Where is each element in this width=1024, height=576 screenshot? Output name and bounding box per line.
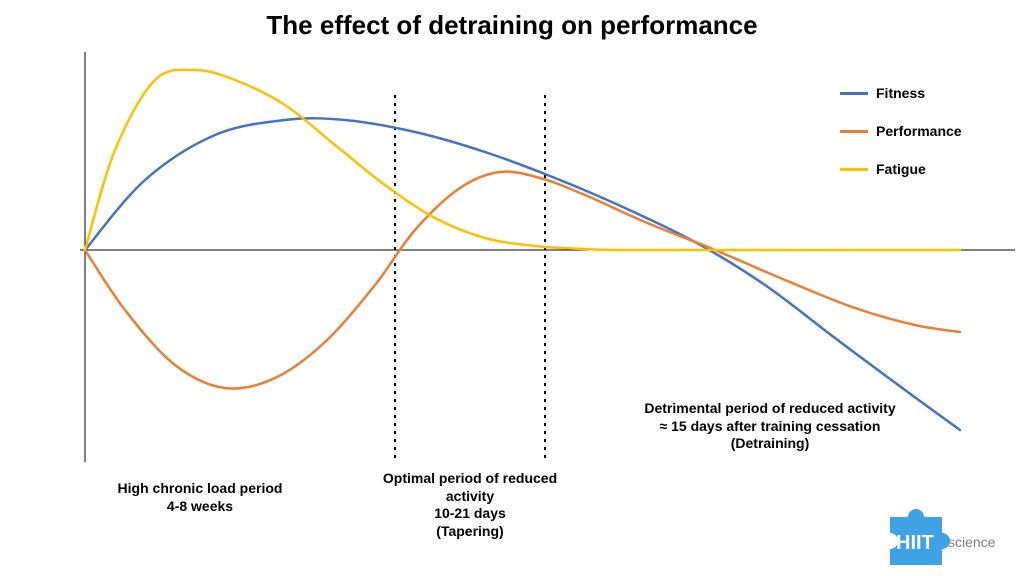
logo-svg: HIIT science bbox=[880, 497, 1020, 567]
phase-label-1: Optimal period of reducedactivity10-21 d… bbox=[355, 470, 585, 540]
legend: Fitness Performance Fatigue bbox=[840, 85, 962, 199]
legend-label: Fitness bbox=[876, 85, 925, 101]
legend-item-fitness: Fitness bbox=[840, 85, 962, 101]
legend-swatch bbox=[840, 168, 868, 171]
phase-label-2: Detrimental period of reduced activity≈ … bbox=[600, 400, 940, 453]
series-fitness bbox=[85, 118, 960, 430]
legend-label: Performance bbox=[876, 123, 962, 139]
legend-label: Fatigue bbox=[876, 161, 926, 177]
brand-logo: HIIT science bbox=[880, 497, 1020, 567]
logo-text-sub: science bbox=[948, 534, 996, 550]
series-fatigue bbox=[85, 70, 960, 250]
legend-item-fatigue: Fatigue bbox=[840, 161, 962, 177]
legend-swatch bbox=[840, 130, 868, 133]
legend-swatch bbox=[840, 92, 868, 95]
phase-label-0: High chronic load period4-8 weeks bbox=[85, 480, 315, 515]
legend-item-performance: Performance bbox=[840, 123, 962, 139]
series-performance bbox=[85, 172, 960, 389]
logo-text-main: HIIT bbox=[896, 532, 934, 554]
